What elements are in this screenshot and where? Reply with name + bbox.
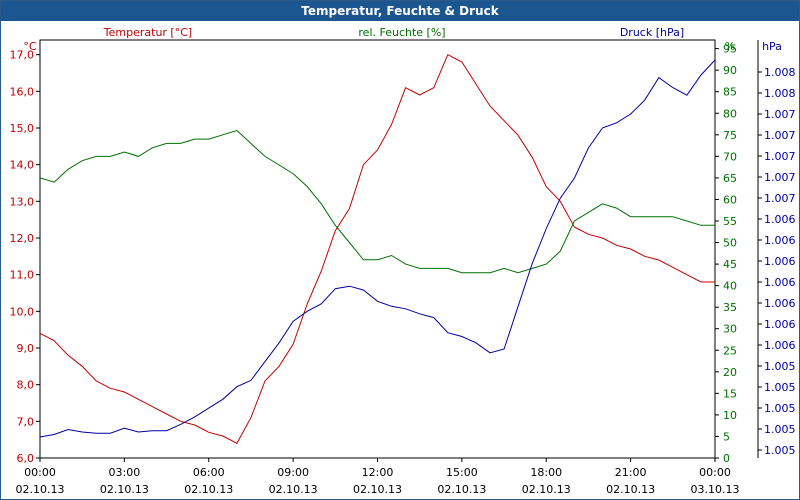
tick-label-hum: 20: [723, 366, 737, 379]
humidity-line: [39, 129, 715, 274]
tick-label-press: 1.006: [764, 213, 796, 226]
tick-label-temp: 17,0: [10, 49, 35, 62]
tick-label-hum: 50: [723, 237, 737, 250]
tick-label-press: 1.007: [764, 150, 796, 163]
chart-title: Temperatur, Feuchte & Druck: [1, 1, 799, 21]
tick-label-hum: 75: [723, 129, 737, 142]
tick-label-press: 1.006: [764, 234, 796, 247]
tick-label-hum: 45: [723, 258, 737, 271]
tick-label-hum: 65: [723, 172, 737, 185]
tick-label-hum: 80: [723, 107, 737, 120]
tick-label-time: 21:00: [615, 466, 647, 479]
tick-label-press: 1.007: [764, 192, 796, 205]
tick-label-press: 1.008: [764, 66, 796, 79]
tick-label-temp: 14,0: [10, 159, 35, 172]
tick-label-hum: 35: [723, 301, 737, 314]
pressure-line: [39, 59, 716, 438]
tick-label-date: 02.10.13: [16, 483, 65, 496]
tick-label-press: 1.006: [764, 339, 796, 352]
tick-label-hum: 0: [723, 452, 730, 465]
tick-label-time: 03:00: [109, 466, 141, 479]
tick-label-hum: 10: [723, 409, 737, 422]
series-lines: [39, 54, 716, 444]
tick-label-temp: 9,0: [17, 342, 35, 355]
press-unit: hPa: [762, 40, 782, 53]
tick-label-hum: 15: [723, 387, 737, 400]
tick-label-press: 1.005: [764, 402, 796, 415]
tick-label-date: 02.10.13: [606, 483, 655, 496]
tick-label-hum: 70: [723, 150, 737, 163]
tick-label-press: 1.008: [764, 87, 796, 100]
tick-label-temp: 13,0: [10, 195, 35, 208]
tick-label-time: 00:00: [699, 466, 731, 479]
tick-label-temp: 7,0: [17, 415, 35, 428]
tick-label-time: 00:00: [24, 466, 56, 479]
tick-label-temp: 8,0: [17, 379, 35, 392]
tick-label-press: 1.005: [764, 444, 796, 457]
tick-label-press: 1.006: [764, 255, 796, 268]
hum-axis-label: rel. Feuchte [%]: [358, 26, 445, 39]
tick-label-temp: 15,0: [10, 122, 35, 135]
tick-label-press: 1.005: [764, 360, 796, 373]
tick-label-press: 1.007: [764, 171, 796, 184]
tick-label-press: 1.006: [764, 276, 796, 289]
tick-label-hum: 55: [723, 215, 737, 228]
tick-label-time: 06:00: [193, 466, 225, 479]
tick-label-temp: 11,0: [10, 269, 35, 282]
tick-label-hum: 40: [723, 280, 737, 293]
axes: [36, 39, 762, 462]
press-axis-label: Druck [hPa]: [620, 26, 684, 39]
temperature-line: [39, 54, 715, 444]
tick-label-hum: 95: [723, 43, 737, 56]
temp-axis-label: Temperatur [°C]: [103, 26, 192, 39]
tick-label-temp: 6,0: [17, 452, 35, 465]
tick-label-hum: 30: [723, 323, 737, 336]
tick-label-press: 1.007: [764, 108, 796, 121]
tick-label-temp: 10,0: [10, 305, 35, 318]
tick-label-date: 02.10.13: [353, 483, 402, 496]
axis-labels: 6,0 7,0 8,0 9,0 10,0 11,0 12,0 13,0 14,0 15,0 16,0…: [10, 26, 796, 496]
tick-label-hum: 90: [723, 64, 737, 77]
tick-label-press: 1.007: [764, 129, 796, 142]
tick-label-hum: 5: [723, 430, 730, 443]
plot-area: [39, 39, 716, 459]
tick-label-temp: 12,0: [10, 232, 35, 245]
tick-label-temp: 16,0: [10, 85, 35, 98]
tick-label-hum: 60: [723, 193, 737, 206]
tick-label-date: 02.10.13: [184, 483, 233, 496]
tick-label-time: 09:00: [277, 466, 309, 479]
hum-unit: %: [725, 40, 735, 53]
tick-label-date: 03.10.13: [691, 483, 740, 496]
tick-label-press: 1.006: [764, 318, 796, 331]
tick-label-time: 15:00: [446, 466, 478, 479]
tick-label-date: 02.10.13: [522, 483, 571, 496]
tick-label-press: 1.005: [764, 381, 796, 394]
tick-label-press: 1.005: [764, 423, 796, 436]
tick-label-hum: 25: [723, 344, 737, 357]
tick-label-time: 18:00: [530, 466, 562, 479]
tick-label-date: 02.10.13: [269, 483, 318, 496]
tick-label-time: 12:00: [362, 466, 394, 479]
tick-label-date: 02.10.13: [437, 483, 486, 496]
tick-label-press: 1.006: [764, 297, 796, 310]
temp-unit: °C: [23, 40, 37, 53]
tick-label-date: 02.10.13: [100, 483, 149, 496]
tick-label-hum: 85: [723, 86, 737, 99]
